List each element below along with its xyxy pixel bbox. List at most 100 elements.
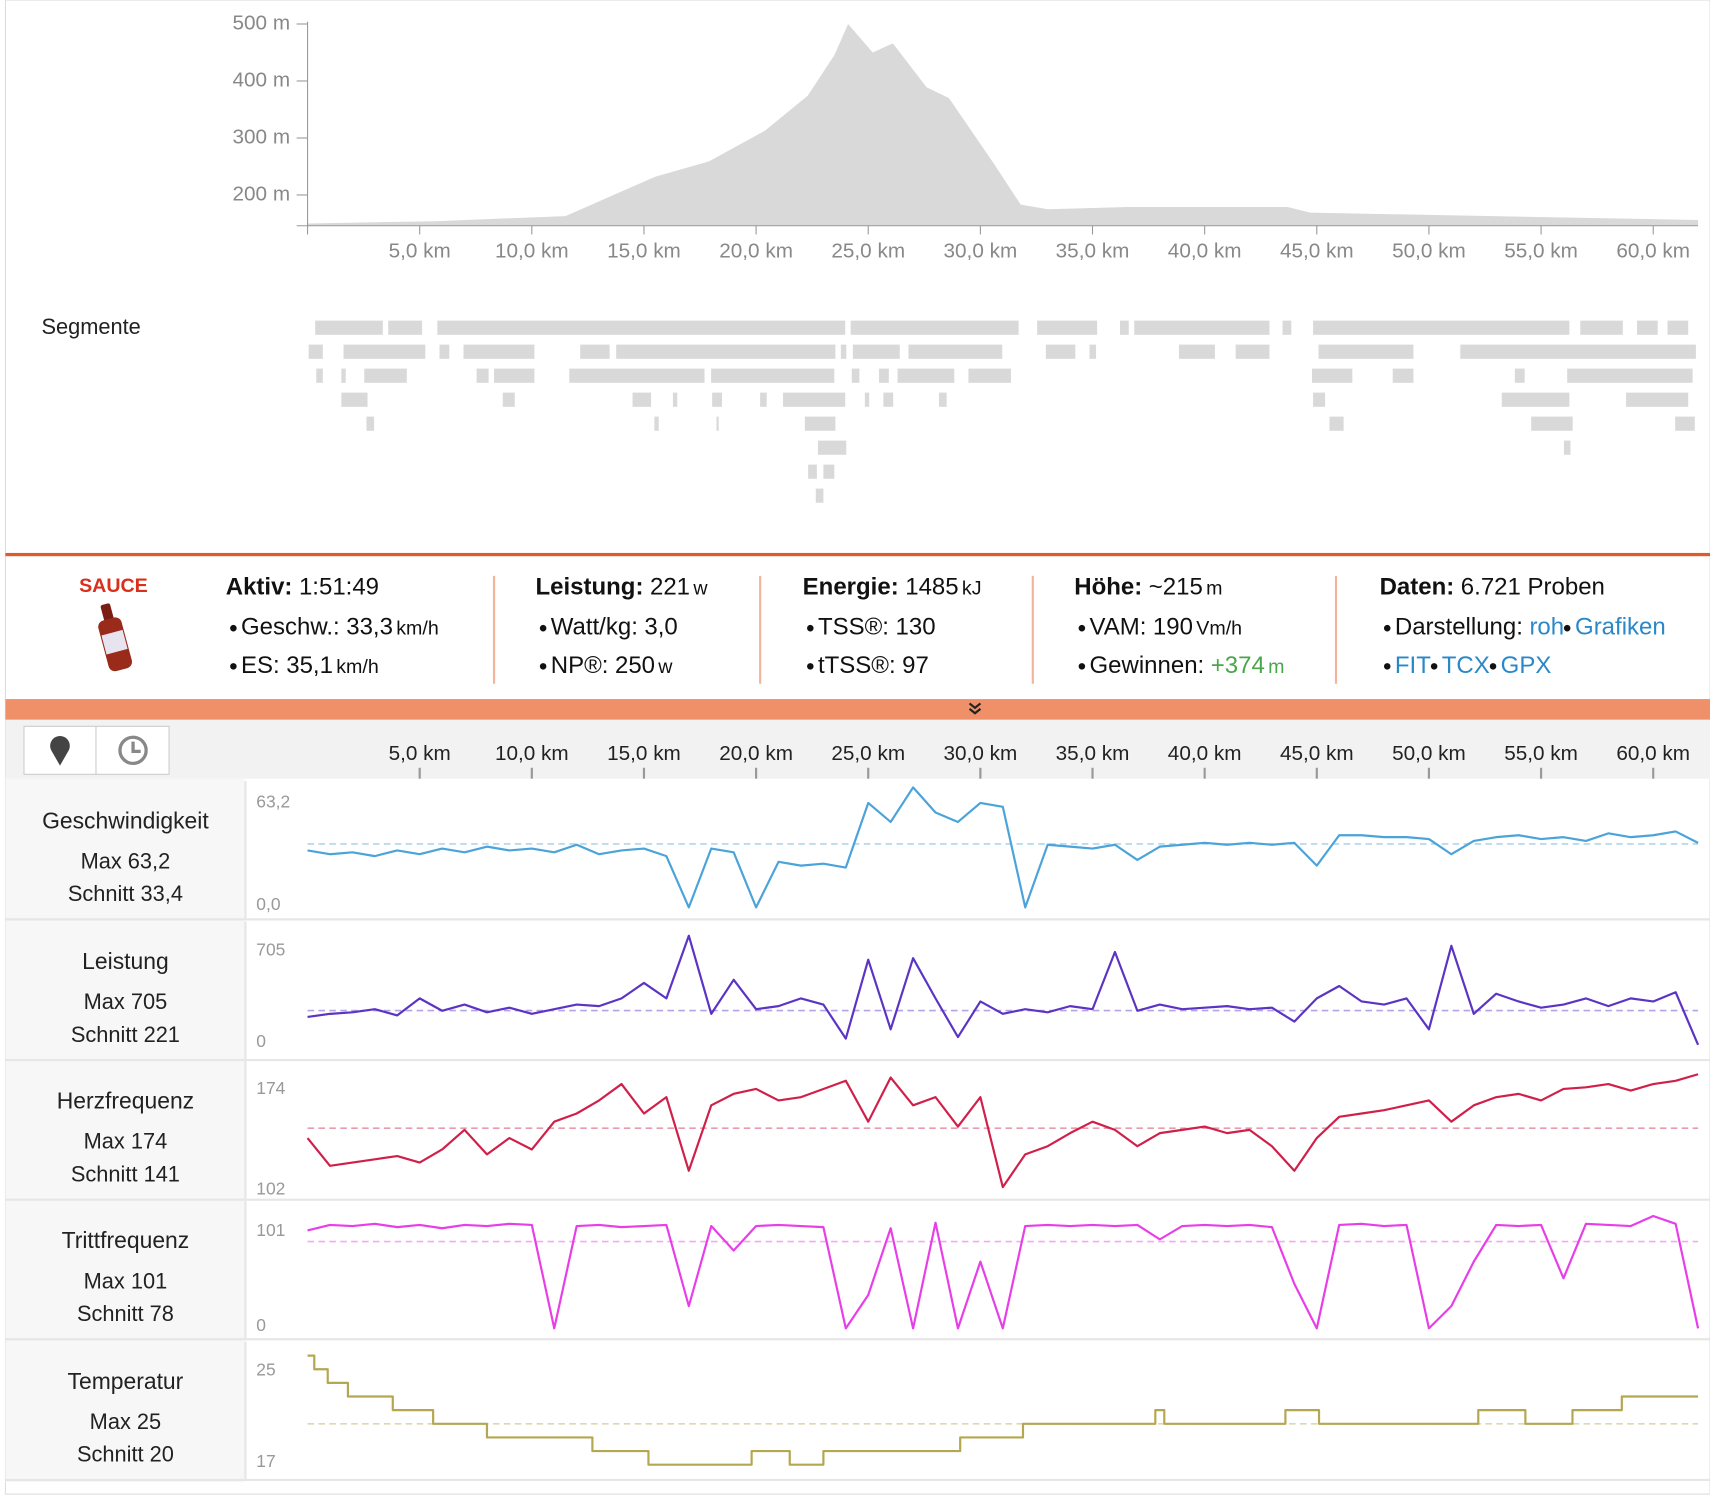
stat-label: NP®: [550,651,609,679]
collapse-bar[interactable] [5,699,1710,720]
link[interactable]: GPX [1500,651,1552,679]
segment-bar[interactable] [1501,392,1570,407]
segment-bar[interactable] [815,488,824,503]
segment-bar[interactable] [672,392,678,407]
segment-bar[interactable] [1313,320,1570,335]
x-tick-label: 40,0 km [1168,742,1242,765]
segment-bar[interactable] [908,344,1003,359]
segment-bar[interactable] [494,368,535,383]
segment-bar[interactable] [1514,368,1525,383]
segment-bar[interactable] [883,392,894,407]
segment-bar[interactable] [388,320,423,335]
segment-bar[interactable] [879,368,889,383]
segment-bar[interactable] [968,368,1011,383]
segment-bar[interactable] [1318,344,1414,359]
elevation-area [307,23,1699,226]
segment-bar[interactable] [366,416,375,431]
segment-bar[interactable] [1531,416,1573,431]
segment-bar[interactable] [580,344,610,359]
link[interactable]: FIT [1394,651,1431,679]
segment-bar[interactable] [897,368,955,383]
segment-bar[interactable] [616,344,836,359]
segment-bar[interactable] [463,344,535,359]
segment-bar[interactable] [502,392,515,407]
segment-bar[interactable] [341,392,368,407]
segment-bar[interactable] [1311,368,1353,383]
segment-bar[interactable] [711,368,835,383]
stat-value: 33,3 [346,612,393,641]
stream-line [306,1073,1699,1189]
segment-bar[interactable] [654,416,659,431]
stream-max: Max 101 [84,1268,168,1293]
segment-bar[interactable] [850,320,1019,335]
y-tick-label: 705 [256,940,285,960]
segment-bar[interactable] [1134,320,1270,335]
bullet [230,625,237,632]
link[interactable]: roh [1529,612,1565,641]
segment-bar[interactable] [315,320,383,335]
divider [5,552,1710,557]
segment-bar[interactable] [1580,320,1623,335]
segment-bar[interactable] [716,416,719,431]
stats-heading: Daten: 6.721 Proben [1380,573,1666,608]
segment-bar[interactable] [1392,368,1414,383]
segment-bar[interactable] [1178,344,1215,359]
segment-bar[interactable] [1282,320,1292,335]
stat-item: TSS®: 130 [803,607,982,645]
segment-bar[interactable] [1235,344,1270,359]
stream-avg: Schnitt 20 [77,1442,174,1467]
segment-bar[interactable] [308,344,323,359]
time-button[interactable] [118,735,148,766]
segment-bar[interactable] [1313,392,1326,407]
segment-bar[interactable] [1089,344,1097,359]
link[interactable]: Grafiken [1575,612,1666,641]
segment-bar[interactable] [316,368,323,383]
segment-bar[interactable] [823,464,835,479]
stat-item: Watt/kg: 3,0 [535,607,707,645]
segment-bar[interactable] [783,392,846,407]
stat-value: 97 [902,651,929,679]
segment-bar[interactable] [804,416,836,431]
segment-bar[interactable] [1636,320,1658,335]
stream-max: Max 63,2 [81,848,171,873]
segment-bar[interactable] [1567,368,1693,383]
map-button[interactable] [50,736,70,766]
segment-bar[interactable] [712,392,722,407]
segment-bar[interactable] [437,320,846,335]
segment-bar[interactable] [851,368,860,383]
stats-heading: Höhe: ~215 m [1074,573,1284,608]
segment-bar[interactable] [364,368,407,383]
segment-bar[interactable] [569,368,705,383]
segment-bar[interactable] [476,368,489,383]
segment-bar[interactable] [1667,320,1689,335]
segment-bar[interactable] [1045,344,1076,359]
segment-bar[interactable] [840,344,847,359]
segment-bar[interactable] [1675,416,1695,431]
segment-bar[interactable] [439,344,450,359]
segment-bar[interactable] [939,392,947,407]
logo-text: SAUCE [79,575,148,597]
segment-bar[interactable] [817,440,847,455]
stat-title: Leistung: [535,572,644,600]
segment-bar[interactable] [852,344,900,359]
x-tick-label: 25,0 km [831,239,905,262]
link[interactable]: TCX [1441,651,1490,679]
bullet [1078,663,1086,670]
segment-bar[interactable] [1563,440,1571,455]
segment-bar[interactable] [1329,416,1344,431]
segment-bar[interactable] [760,392,767,407]
bullet [539,663,547,670]
segment-bar[interactable] [1626,392,1689,407]
stats-column: Daten: 6.721 Proben Darstellung: roh Grafike… [1380,573,1666,684]
segment-bar[interactable] [864,392,870,407]
segment-bar[interactable] [1037,320,1098,335]
segment-bar[interactable] [343,344,426,359]
stream-title: Temperatur [68,1368,184,1394]
segment-bar[interactable] [632,392,652,407]
segment-bar[interactable] [341,368,346,383]
segment-bar[interactable] [1120,320,1129,335]
stat-item: Gewinnen: +374 m [1074,646,1284,684]
collapse-icon[interactable] [968,702,982,715]
segment-bar[interactable] [1460,344,1696,359]
segment-bar[interactable] [808,464,817,479]
